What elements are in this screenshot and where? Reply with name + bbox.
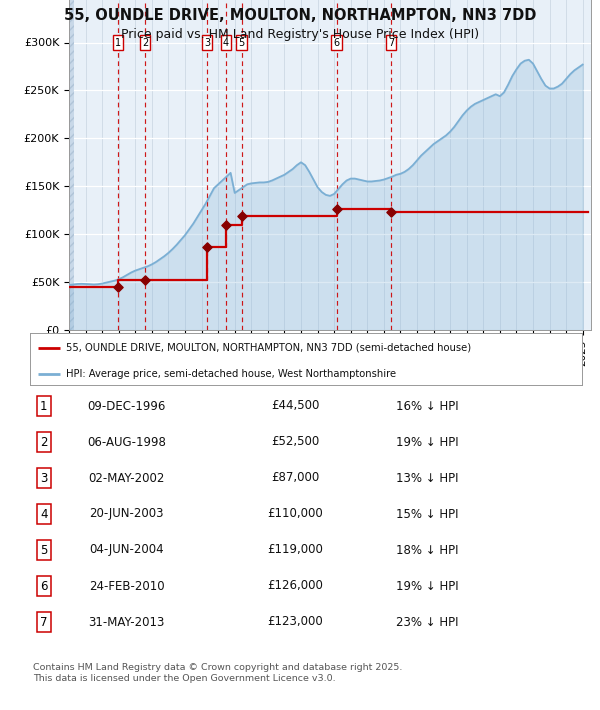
Point [113,282,122,293]
Text: HPI: Average price, semi-detached house, West Northamptonshire: HPI: Average price, semi-detached house,… [66,368,396,378]
Text: 5: 5 [239,38,245,48]
Text: 23% ↓ HPI: 23% ↓ HPI [396,616,458,628]
Bar [69,0,74,330]
Text: 2: 2 [40,435,47,449]
Text: 4: 4 [223,38,229,48]
Text: 1: 1 [40,400,47,413]
Text: Contains HM Land Registry data © Crown copyright and database right 2025.
This d: Contains HM Land Registry data © Crown c… [33,663,403,683]
Point [221,219,231,230]
Text: £123,000: £123,000 [267,616,323,628]
Text: 13% ↓ HPI: 13% ↓ HPI [396,471,458,484]
Text: 31-MAY-2013: 31-MAY-2013 [88,616,165,628]
Point [202,241,212,252]
Text: £110,000: £110,000 [267,508,323,520]
Text: 7: 7 [388,38,394,48]
Text: 6: 6 [334,38,340,48]
Text: £52,500: £52,500 [271,435,319,449]
Point [237,210,247,222]
Text: 55, OUNDLE DRIVE, MOULTON, NORTHAMPTON, NN3 7DD (semi-detached house): 55, OUNDLE DRIVE, MOULTON, NORTHAMPTON, … [66,342,471,353]
Text: 20-JUN-2003: 20-JUN-2003 [89,508,164,520]
Text: 04-JUN-2004: 04-JUN-2004 [89,543,164,557]
Text: 55, OUNDLE DRIVE, MOULTON, NORTHAMPTON, NN3 7DD: 55, OUNDLE DRIVE, MOULTON, NORTHAMPTON, … [64,8,536,23]
Text: 7: 7 [40,616,47,628]
Text: 02-MAY-2002: 02-MAY-2002 [88,471,165,484]
Text: 4: 4 [40,508,47,520]
Text: 2: 2 [142,38,148,48]
Text: 16% ↓ HPI: 16% ↓ HPI [396,400,459,413]
Text: 18% ↓ HPI: 18% ↓ HPI [396,543,458,557]
Text: 19% ↓ HPI: 19% ↓ HPI [396,435,459,449]
Point [140,274,150,285]
Point [386,207,395,218]
Text: £44,500: £44,500 [271,400,319,413]
Text: £119,000: £119,000 [267,543,323,557]
Text: 09-DEC-1996: 09-DEC-1996 [88,400,166,413]
Text: £126,000: £126,000 [267,579,323,593]
Text: 3: 3 [204,38,210,48]
Text: Price paid vs. HM Land Registry's House Price Index (HPI): Price paid vs. HM Land Registry's House … [121,28,479,41]
Text: 6: 6 [40,579,47,593]
Point [332,204,341,215]
Text: 06-AUG-1998: 06-AUG-1998 [87,435,166,449]
Text: 15% ↓ HPI: 15% ↓ HPI [396,508,458,520]
Text: 3: 3 [40,471,47,484]
Text: 24-FEB-2010: 24-FEB-2010 [89,579,164,593]
Text: 1: 1 [115,38,121,48]
Text: £87,000: £87,000 [271,471,319,484]
Text: 5: 5 [40,543,47,557]
Text: 19% ↓ HPI: 19% ↓ HPI [396,579,459,593]
